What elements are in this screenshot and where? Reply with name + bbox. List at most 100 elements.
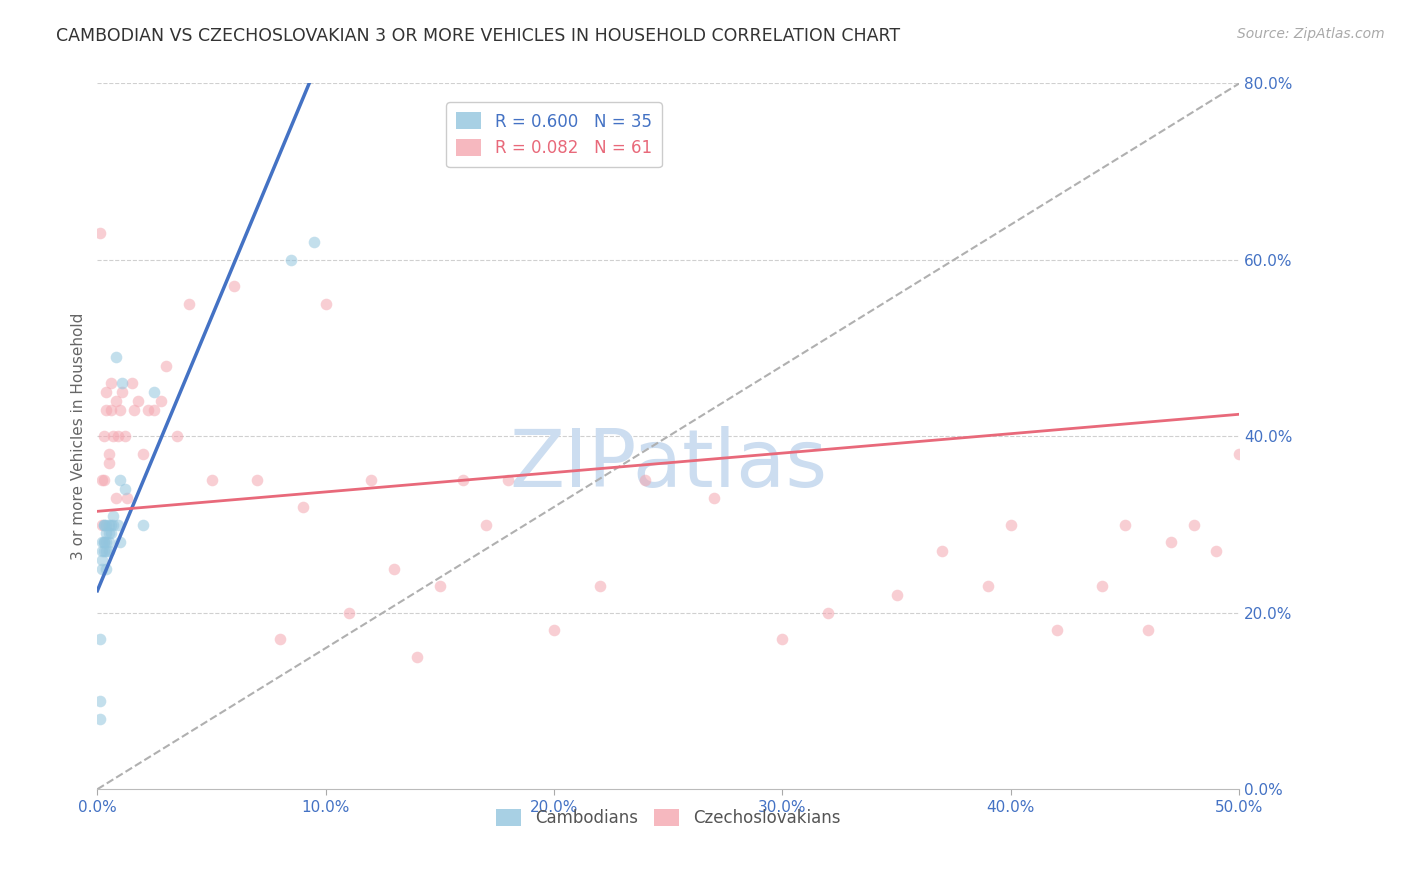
Point (543, 624, 565, 638)
Point (97, 456, 120, 470)
Point (96, 562, 118, 576)
Point (382, 562, 405, 576)
Point (104, 394, 127, 409)
Point (100, 376, 122, 391)
Point (122, 402, 145, 417)
Point (97, 535, 120, 549)
Point (107, 429, 129, 443)
Point (224, 279, 246, 293)
Point (150, 394, 173, 409)
Point (103, 508, 125, 523)
Point (1136, 624, 1159, 638)
Point (1227, 447, 1250, 461)
Point (1182, 517, 1205, 532)
Point (200, 474, 222, 488)
Point (89, 694, 111, 708)
Point (93, 544, 115, 558)
Legend: Cambodians, Czechoslovakians: Cambodians, Czechoslovakians (489, 802, 846, 834)
Point (772, 632, 794, 647)
Point (96, 526, 118, 541)
Point (406, 649, 429, 664)
Point (451, 474, 474, 488)
Point (100, 517, 122, 532)
Point (132, 447, 155, 461)
Point (136, 402, 159, 417)
Point (90, 553, 112, 567)
Point (977, 579, 1000, 593)
Point (143, 385, 166, 400)
Point (111, 385, 134, 400)
Point (90, 535, 112, 549)
Point (132, 517, 155, 532)
Point (121, 376, 143, 391)
Point (155, 359, 177, 373)
Point (96, 544, 118, 558)
Point (100, 402, 122, 417)
Y-axis label: 3 or more Vehicles in Household: 3 or more Vehicles in Household (72, 312, 86, 560)
Point (108, 474, 131, 488)
Point (177, 297, 200, 311)
Point (104, 350, 127, 364)
Point (634, 474, 657, 488)
Text: ZIPatlas: ZIPatlas (509, 425, 827, 504)
Point (498, 474, 520, 488)
Point (269, 632, 291, 647)
Point (100, 526, 122, 541)
Point (114, 483, 136, 497)
Point (93, 535, 115, 549)
Point (1160, 535, 1182, 549)
Point (291, 500, 314, 514)
Point (246, 474, 269, 488)
Point (96, 385, 118, 400)
Point (1114, 517, 1136, 532)
Point (280, 252, 302, 267)
Point (166, 429, 188, 443)
Point (143, 402, 166, 417)
Point (474, 517, 496, 532)
Point (103, 517, 125, 532)
Point (115, 491, 138, 505)
Point (886, 588, 908, 602)
Point (104, 491, 127, 505)
Point (114, 429, 136, 443)
Point (93, 474, 115, 488)
Point (90, 544, 112, 558)
Point (103, 429, 125, 443)
Point (1205, 544, 1227, 558)
Point (931, 544, 953, 558)
Point (429, 579, 451, 593)
Point (93, 535, 115, 549)
Point (1000, 517, 1022, 532)
Point (89, 227, 111, 241)
Point (127, 394, 149, 409)
Point (97, 517, 120, 532)
Point (90, 517, 112, 532)
Point (1045, 624, 1067, 638)
Point (589, 579, 612, 593)
Point (107, 517, 129, 532)
Point (360, 474, 382, 488)
Point (93, 517, 115, 532)
Point (97, 447, 120, 461)
Point (1091, 579, 1114, 593)
Point (97, 526, 120, 541)
Point (315, 297, 337, 311)
Point (90, 562, 112, 576)
Point (111, 376, 134, 391)
Point (108, 402, 131, 417)
Point (304, 235, 326, 250)
Point (96, 517, 118, 532)
Point (93, 429, 115, 443)
Text: CAMBODIAN VS CZECHOSLOVAKIAN 3 OR MORE VEHICLES IN HOUSEHOLD CORRELATION CHART: CAMBODIAN VS CZECHOSLOVAKIAN 3 OR MORE V… (56, 27, 900, 45)
Point (108, 535, 131, 549)
Text: Source: ZipAtlas.com: Source: ZipAtlas.com (1237, 27, 1385, 41)
Point (817, 606, 839, 620)
Point (96, 402, 118, 417)
Point (337, 606, 360, 620)
Point (89, 712, 111, 726)
Point (97, 544, 120, 558)
Point (89, 632, 111, 647)
Point (90, 474, 112, 488)
Point (96, 535, 118, 549)
Point (93, 517, 115, 532)
